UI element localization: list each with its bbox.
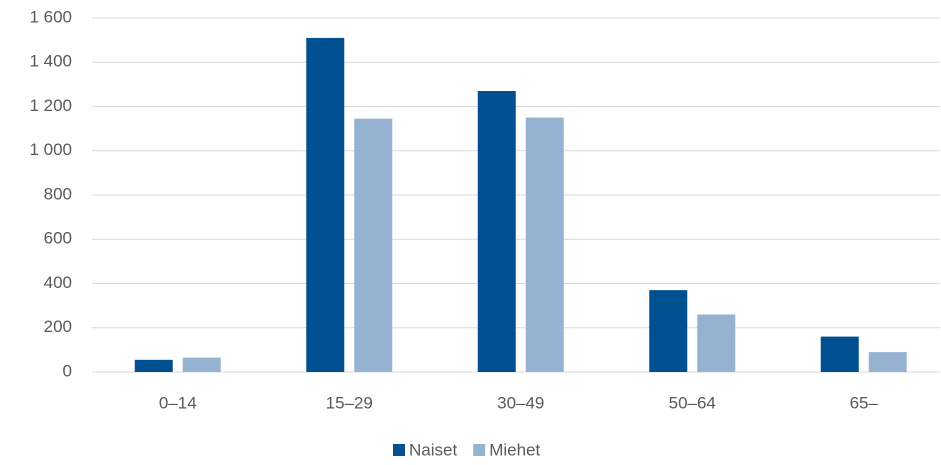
bar xyxy=(182,357,221,372)
legend-label: Naiset xyxy=(409,440,457,459)
x-tick-label: 50–64 xyxy=(669,393,716,412)
bar xyxy=(868,352,907,372)
x-tick-label: 15–29 xyxy=(326,393,373,412)
legend-swatch xyxy=(393,444,405,456)
bar xyxy=(306,37,345,372)
bar xyxy=(134,359,173,372)
bar xyxy=(525,117,564,372)
bar xyxy=(649,290,688,372)
legend-swatch xyxy=(473,444,486,456)
y-tick-label: 800 xyxy=(44,184,72,203)
x-tick-label: 0–14 xyxy=(159,393,197,412)
x-tick-label: 30–49 xyxy=(497,393,544,412)
bar xyxy=(697,314,736,372)
y-tick-label: 1 200 xyxy=(29,96,72,115)
y-tick-label: 0 xyxy=(63,361,72,380)
y-tick-label: 1 600 xyxy=(29,7,72,26)
legend-label: Miehet xyxy=(489,440,540,459)
y-tick-label: 1 400 xyxy=(29,52,72,71)
y-tick-label: 1 000 xyxy=(29,140,72,159)
bar xyxy=(354,118,393,372)
y-tick-label: 400 xyxy=(44,273,72,292)
bar xyxy=(477,91,516,372)
x-tick-label: 65– xyxy=(850,393,879,412)
y-tick-label: 600 xyxy=(44,229,72,248)
bar xyxy=(820,336,859,372)
y-tick-label: 200 xyxy=(44,317,72,336)
